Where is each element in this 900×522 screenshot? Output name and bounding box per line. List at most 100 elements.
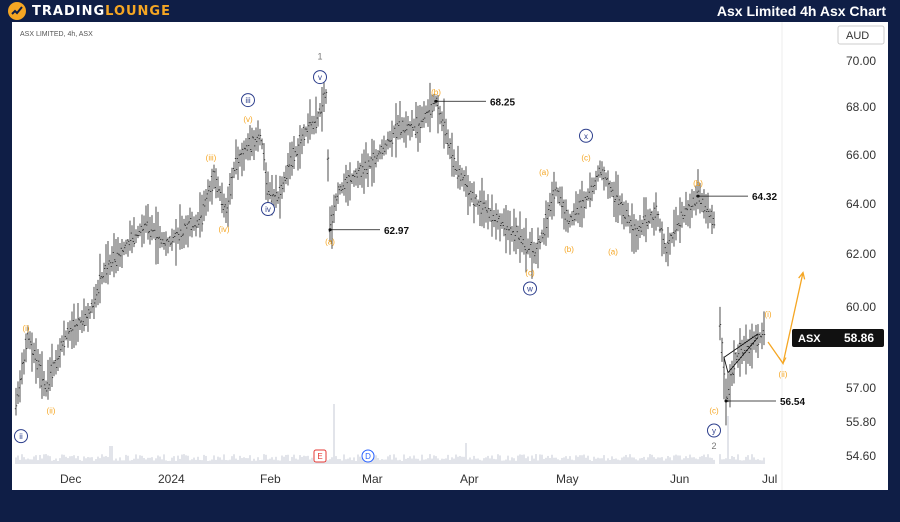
volume-bar — [77, 455, 79, 464]
volume-bar — [135, 454, 137, 464]
volume-bar — [31, 459, 33, 464]
volume-bar — [711, 457, 713, 464]
volume-bar — [659, 457, 661, 464]
volume-bar — [251, 460, 253, 464]
volume-bar — [97, 456, 99, 464]
y-tick-label: 54.60 — [846, 449, 876, 463]
volume-bar — [731, 456, 733, 464]
y-tick-label: 57.00 — [846, 381, 876, 395]
tradinglounge-logo: TRADINGLOUNGE — [8, 2, 171, 20]
volume-bar — [241, 458, 243, 464]
volume-bar — [703, 454, 705, 464]
wave-label: (v) — [243, 115, 253, 124]
volume-bar — [275, 456, 277, 464]
volume-bar — [309, 459, 311, 464]
volume-bar — [333, 404, 335, 464]
volume-bar — [627, 457, 629, 464]
volume-bar — [81, 460, 83, 464]
volume-bar — [57, 460, 59, 464]
volume-bar — [263, 454, 265, 464]
price-level-label: 64.32 — [752, 192, 777, 203]
volume-bar — [497, 454, 499, 464]
volume-bar — [641, 457, 643, 464]
volume-bar — [643, 456, 645, 464]
volume-bar — [537, 460, 539, 464]
volume-bar — [337, 459, 339, 464]
volume-bar — [413, 455, 415, 464]
volume-bar — [605, 460, 607, 464]
volume-bar — [739, 460, 741, 464]
volume-bar — [175, 460, 177, 464]
volume-bar — [21, 454, 23, 464]
volume-bar — [681, 459, 683, 464]
volume-bar — [455, 454, 457, 464]
volume-bar — [669, 457, 671, 464]
volume-bar — [357, 454, 359, 464]
volume-bar — [427, 458, 429, 464]
volume-bar — [221, 459, 223, 464]
volume-bar — [667, 455, 669, 464]
volume-bar — [139, 455, 141, 464]
volume-bar — [735, 459, 737, 464]
volume-bar — [47, 455, 49, 464]
volume-bar — [425, 459, 427, 464]
volume-bar — [509, 460, 511, 464]
volume-bar — [397, 460, 399, 464]
volume-bar — [541, 454, 543, 464]
volume-bar — [359, 456, 361, 464]
volume-bar — [723, 459, 725, 464]
y-tick-label: 64.00 — [846, 197, 876, 211]
volume-bar — [621, 457, 623, 464]
candle-layer — [14, 81, 766, 426]
y-tick-label: 68.00 — [846, 100, 876, 114]
volume-bar — [147, 457, 149, 464]
volume-bar — [725, 458, 727, 464]
volume-bar — [289, 460, 291, 464]
volume-bar — [611, 456, 613, 464]
volume-bar — [205, 455, 207, 464]
wave-label: (iv) — [218, 225, 229, 234]
volume-bar — [441, 458, 443, 464]
volume-bar — [375, 455, 377, 464]
dividend-marker — [361, 449, 375, 463]
footer-strip — [0, 490, 900, 522]
volume-bar — [661, 457, 663, 464]
volume-bar — [345, 459, 347, 464]
currency-box[interactable] — [837, 25, 885, 45]
price-chart[interactable]: ASX LIMITED, 4h, ASX AUD 68.25 62.97 64.32… — [12, 22, 888, 490]
price-badge-value: 58.86 — [844, 331, 874, 345]
volume-bar — [457, 456, 459, 464]
volume-bar — [383, 459, 385, 464]
volume-bar — [353, 457, 355, 464]
volume-bar — [429, 454, 431, 464]
volume-bar — [121, 460, 123, 464]
volume-bar — [173, 456, 175, 464]
page-title: Asx Limited 4h Asx Chart — [716, 3, 886, 19]
projection-path — [767, 272, 804, 366]
volume-bar — [671, 460, 673, 464]
wave-label: (c) — [581, 153, 591, 162]
volume-bar — [343, 454, 345, 464]
volume-bar — [563, 457, 565, 464]
volume-bar — [501, 460, 503, 464]
volume-bar — [445, 458, 447, 464]
volume-bar — [91, 457, 93, 464]
volume-bar — [545, 457, 547, 464]
header-bar: TRADINGLOUNGE Asx Limited 4h Asx Chart — [0, 0, 900, 22]
chart-panel[interactable]: ASX LIMITED, 4h, ASX AUD 68.25 62.97 64.32… — [12, 22, 888, 490]
volume-bar — [303, 455, 305, 464]
volume-bar — [355, 460, 357, 464]
volume-bar — [299, 455, 301, 464]
volume-bar — [721, 459, 723, 464]
volume-bar — [311, 457, 313, 464]
volume-bar — [695, 458, 697, 464]
volume-bar — [39, 454, 41, 464]
volume-bar — [143, 457, 145, 464]
volume-bar — [511, 457, 513, 464]
volume-bar — [233, 454, 235, 464]
volume-bar — [503, 460, 505, 464]
wave-circle — [313, 70, 327, 85]
volume-bar — [17, 455, 19, 464]
x-axis: Dec 2024 Feb Mar Apr May Jun Jul — [60, 472, 777, 486]
volume-bar — [551, 454, 553, 464]
